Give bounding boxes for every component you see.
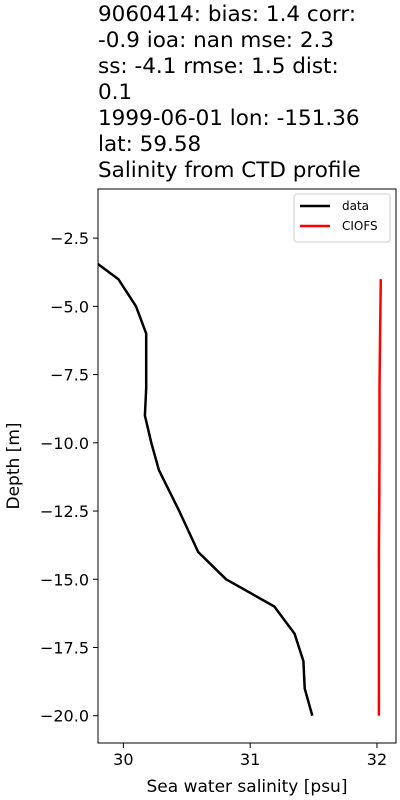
plot-frame (97, 188, 397, 744)
y-axis-label: Depth [m] (4, 422, 24, 509)
series-line-ciofs (377, 279, 383, 716)
title-line: 1999-06-01 lon: -151.36 (98, 106, 360, 131)
x-tick-label: 30 (113, 750, 133, 769)
title-line: 9060414: bias: 1.4 corr: (98, 2, 357, 27)
title-line: 0.1 (98, 80, 133, 105)
title-line: ss: -4.1 rmse: 1.5 dist: (98, 54, 339, 79)
x-tick-label: 32 (367, 750, 387, 769)
y-tick-label: −15.0 (40, 570, 89, 589)
series-layer (98, 262, 383, 717)
legend-label-ciofs: CIOFS (342, 219, 378, 233)
y-tick-label: −10.0 (40, 434, 89, 453)
y-tick-label: −5.0 (50, 297, 89, 316)
x-axis-label: Sea water salinity [psu] (147, 777, 348, 797)
x-tick-label: 31 (240, 750, 260, 769)
y-tick-label: −7.5 (50, 366, 89, 385)
title-line: Salinity from CTD profile (98, 158, 361, 183)
series-line-data (98, 262, 314, 717)
y-tick-label: −2.5 (50, 229, 89, 248)
ticks-layer: 30 31 32 −2.5 −5.0 −7.5 −10.0 −12.5 −15.0 −17.5 −2… (40, 229, 387, 769)
title-line: lat: 59.58 (98, 132, 202, 157)
legend: data CIOFS (293, 193, 391, 243)
chart-title: 9060414: bias: 1.4 corr: -0.9 ioa: nan m… (98, 2, 398, 184)
legend-label-data: data (342, 199, 369, 213)
y-tick-label: −12.5 (40, 502, 89, 521)
title-line: -0.9 ioa: nan mse: 2.3 (98, 28, 335, 53)
y-tick-label: −17.5 (40, 638, 89, 657)
y-tick-label: −20.0 (40, 707, 89, 726)
